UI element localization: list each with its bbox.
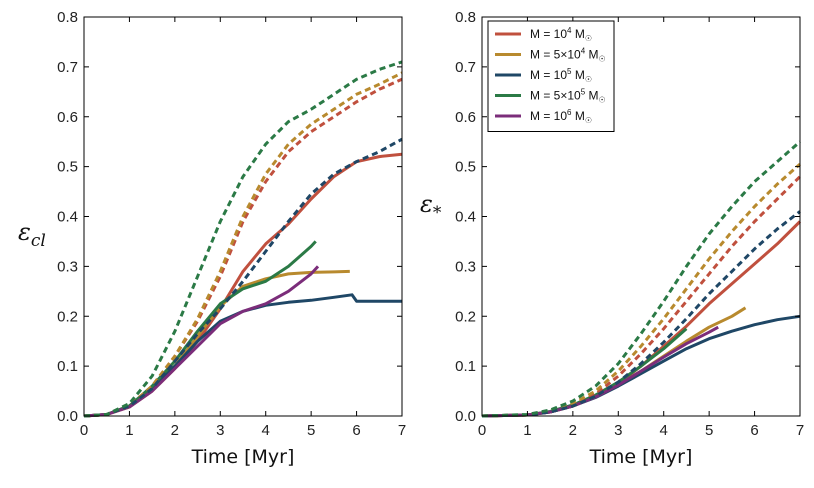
left-series-6-dashed xyxy=(83,71,403,418)
right-y-axis-subscript: * xyxy=(433,203,442,223)
right-y-tick-label: 0.1 xyxy=(455,358,476,375)
right-y-tick-label: 0.4 xyxy=(455,209,476,226)
left-y-tick-label: 0.3 xyxy=(57,258,78,275)
right-x-tick-label: 1 xyxy=(523,422,531,439)
right-y-tick-label: 0.2 xyxy=(455,308,476,325)
right-y-tick-label: 0.5 xyxy=(455,159,476,176)
left-series-5-dashed xyxy=(83,77,403,418)
left-x-axis-label: Time [Myr] xyxy=(191,446,295,468)
left-y-tick-label: 0.1 xyxy=(57,358,78,375)
right-series-7-dashed xyxy=(481,210,801,418)
right-x-tick-label: 4 xyxy=(660,422,668,439)
left-x-tick-label: 5 xyxy=(307,422,315,439)
right-x-tick-label: 6 xyxy=(750,422,758,439)
legend-label: M = 5×105 M☉ xyxy=(530,88,606,105)
legend: M = 104 M☉ M = 5×104 M☉ M = 105 M☉ M = 5×10… xyxy=(487,20,615,132)
left-x-tick-label: 0 xyxy=(80,422,88,439)
left-y-tick-label: 0.6 xyxy=(57,109,78,126)
left-x-tick-label: 2 xyxy=(171,422,179,439)
right-series-4-solid xyxy=(481,325,719,418)
left-series-1-solid xyxy=(83,269,350,418)
left-y-axis-symbol: ε xyxy=(18,218,31,246)
left-y-axis-label: εcl xyxy=(18,218,46,251)
right-y-tick-label: 0.8 xyxy=(455,9,476,26)
right-y-tick-label: 0.0 xyxy=(455,408,476,425)
left-x-tick-label: 6 xyxy=(352,422,360,439)
right-x-tick-label: 2 xyxy=(569,422,577,439)
legend-label: M = 5×104 M☉ xyxy=(530,47,606,64)
right-x-tick-label: 7 xyxy=(796,422,804,439)
left-x-tick-label: 1 xyxy=(125,422,133,439)
right-series-6-dashed xyxy=(481,162,801,418)
right-y-tick-label: 0.7 xyxy=(455,59,476,76)
right-ticks: 0 1 2 3 4 5 6 7 0.0 0.1 0.2 0.3 0.4 0.5 0.6 0.7 0.8 xyxy=(455,9,804,439)
legend-label: M = 105 M☉ xyxy=(530,67,592,84)
left-series-8-dashed xyxy=(83,60,403,418)
right-y-axis-label: ε* xyxy=(420,190,442,223)
left-series-7-dashed xyxy=(83,137,403,418)
left-series-4-solid xyxy=(83,265,320,418)
left-panel: 0 1 2 3 4 5 6 7 0.0 0.1 0.2 0.3 0.4 0.5 0.6 0.7 0.8 Time… xyxy=(18,9,406,468)
right-series-5-dashed xyxy=(481,175,802,418)
left-ticks: 0 1 2 3 4 5 6 7 0.0 0.1 0.2 0.3 0.4 0.5 0.6 0.7 0.8 xyxy=(57,9,406,439)
left-y-tick-label: 0.7 xyxy=(57,59,78,76)
right-plot-area xyxy=(481,140,802,418)
legend-label: M = 106 M☉ xyxy=(530,108,592,125)
right-x-tick-label: 5 xyxy=(705,422,713,439)
left-y-tick-label: 0.2 xyxy=(57,308,78,325)
left-y-tick-label: 0.8 xyxy=(57,9,78,26)
right-x-axis-label: Time [Myr] xyxy=(589,446,693,468)
left-y-tick-label: 0.5 xyxy=(57,159,78,176)
right-panel: 0 1 2 3 4 5 6 7 0.0 0.1 0.2 0.3 0.4 0.5 0.6 0.7 0.8 Time… xyxy=(420,9,804,468)
left-x-tick-label: 4 xyxy=(262,422,270,439)
right-x-tick-label: 0 xyxy=(478,422,486,439)
left-x-tick-label: 7 xyxy=(398,422,406,439)
right-x-tick-label: 3 xyxy=(614,422,622,439)
right-y-tick-label: 0.3 xyxy=(455,258,476,275)
right-y-axis-symbol: ε xyxy=(420,190,433,218)
left-plot-area xyxy=(83,60,403,418)
right-y-tick-label: 0.6 xyxy=(455,109,476,126)
left-y-tick-label: 0.0 xyxy=(57,408,78,425)
left-x-tick-label: 3 xyxy=(216,422,224,439)
left-y-axis-subscript: cl xyxy=(31,231,46,251)
right-series-8-dashed xyxy=(481,140,801,418)
legend-label: M = 104 M☉ xyxy=(530,26,592,43)
left-y-tick-label: 0.4 xyxy=(57,209,78,226)
right-series-1-solid xyxy=(481,306,747,418)
